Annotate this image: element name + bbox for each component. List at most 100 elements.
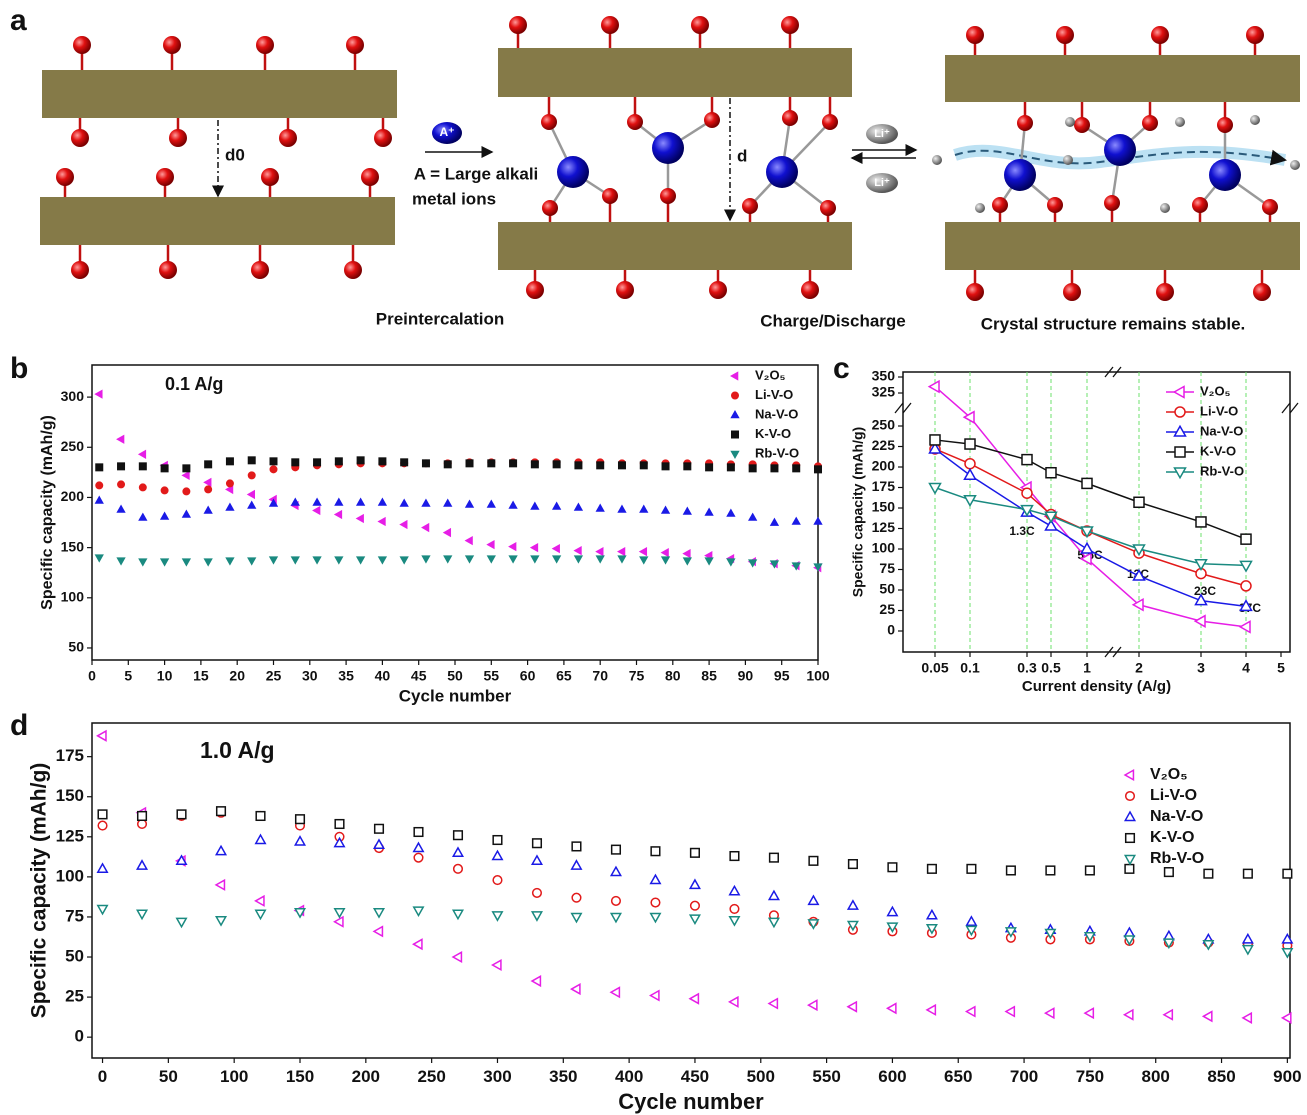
data-point xyxy=(748,559,758,568)
atom xyxy=(1217,117,1233,133)
x-tick-label: 2 xyxy=(1135,659,1143,675)
data-point xyxy=(704,557,714,566)
atom xyxy=(704,112,720,128)
panel-label: c xyxy=(833,352,850,385)
data-point xyxy=(442,527,452,538)
y-axis-label: Specific capacity (mAh/g) xyxy=(849,427,865,597)
x-tick-label: 700 xyxy=(1010,1067,1038,1086)
x-tick-label: 80 xyxy=(665,667,681,683)
data-point xyxy=(312,505,321,516)
atom xyxy=(73,36,91,54)
data-point xyxy=(268,498,279,507)
data-point xyxy=(966,863,977,874)
data-point xyxy=(963,467,977,480)
legend-label: K-V-O xyxy=(1200,443,1236,458)
data-point xyxy=(94,554,104,563)
data-point xyxy=(464,535,473,546)
data-point xyxy=(1083,1007,1095,1020)
x-tick-label: 40 xyxy=(375,667,391,683)
atom xyxy=(1063,283,1081,301)
data-point xyxy=(136,909,149,921)
data-point xyxy=(443,498,453,507)
x-tick-label: 10 xyxy=(157,667,173,683)
x-tick-label: 600 xyxy=(878,1067,906,1086)
atom xyxy=(1017,115,1033,131)
y-tick-label: 350 xyxy=(872,368,896,384)
data-point xyxy=(791,516,801,525)
data-point xyxy=(617,546,626,557)
ion-label: Li⁺ xyxy=(874,128,890,140)
y-tick-label: 0 xyxy=(887,622,895,638)
data-point xyxy=(846,920,859,932)
atom xyxy=(1160,203,1170,213)
axis-break xyxy=(1281,402,1291,414)
data-point xyxy=(595,546,604,557)
legend-label: Rb-V-O xyxy=(1150,850,1204,867)
axis-break xyxy=(1104,646,1114,658)
layer-slab xyxy=(945,55,1300,102)
data-point xyxy=(182,487,191,496)
data-point xyxy=(617,555,627,564)
data-point xyxy=(570,912,583,924)
data-point xyxy=(225,557,235,566)
data-point xyxy=(1280,1011,1292,1024)
data-point xyxy=(412,938,423,951)
data-point xyxy=(1163,867,1174,878)
data-point xyxy=(1195,516,1207,528)
data-point xyxy=(807,919,820,930)
legend-marker xyxy=(1173,467,1187,480)
atom xyxy=(526,281,544,299)
data-point xyxy=(412,906,425,918)
y-tick-label: 25 xyxy=(879,601,895,617)
legend-label: K-V-O xyxy=(1150,829,1194,846)
data-point xyxy=(595,555,605,564)
data-point xyxy=(400,458,409,467)
atom xyxy=(1047,197,1063,213)
x-tick-label: 500 xyxy=(747,1067,775,1086)
data-point xyxy=(551,555,562,564)
atom xyxy=(1004,159,1036,191)
legend-marker xyxy=(1123,810,1137,822)
data-point xyxy=(571,841,582,852)
data-point xyxy=(377,516,386,527)
data-point xyxy=(160,486,169,495)
ion-text: A = Large alkali xyxy=(414,164,539,183)
data-point xyxy=(530,460,539,469)
data-point xyxy=(769,560,780,569)
data-point xyxy=(530,501,540,510)
x-tick-label: 60 xyxy=(520,667,536,683)
data-point xyxy=(1020,504,1034,517)
atom xyxy=(1142,115,1158,131)
data-point xyxy=(661,462,670,471)
x-tick-label: 5 xyxy=(1277,659,1285,675)
data-point xyxy=(451,951,463,964)
data-point xyxy=(649,912,662,924)
ion-text: metal ions xyxy=(412,189,496,208)
data-point xyxy=(1044,518,1058,531)
x-tick-label: 0.05 xyxy=(921,659,948,675)
x-tick-label: 15 xyxy=(193,667,209,683)
plot-frame xyxy=(902,371,1291,653)
x-tick-label: 750 xyxy=(1076,1067,1104,1086)
data-point xyxy=(965,915,978,926)
data-point xyxy=(1123,926,1136,938)
legend-label: Na-V-O xyxy=(1150,808,1203,825)
atom xyxy=(709,281,727,299)
atom xyxy=(344,261,362,279)
legend-marker xyxy=(1173,424,1187,437)
x-tick-label: 45 xyxy=(411,667,427,683)
data-point xyxy=(1239,560,1253,573)
data-point xyxy=(682,548,691,559)
atom xyxy=(660,188,676,204)
axis-break xyxy=(1104,366,1114,378)
data-point xyxy=(451,846,464,858)
atom xyxy=(627,114,643,130)
ion-label: A⁺ xyxy=(440,125,455,139)
axis-break xyxy=(894,402,904,414)
data-point xyxy=(176,809,187,820)
data-point xyxy=(464,499,475,508)
atom xyxy=(766,156,798,188)
data-point xyxy=(806,999,818,1012)
data-point xyxy=(660,547,669,558)
